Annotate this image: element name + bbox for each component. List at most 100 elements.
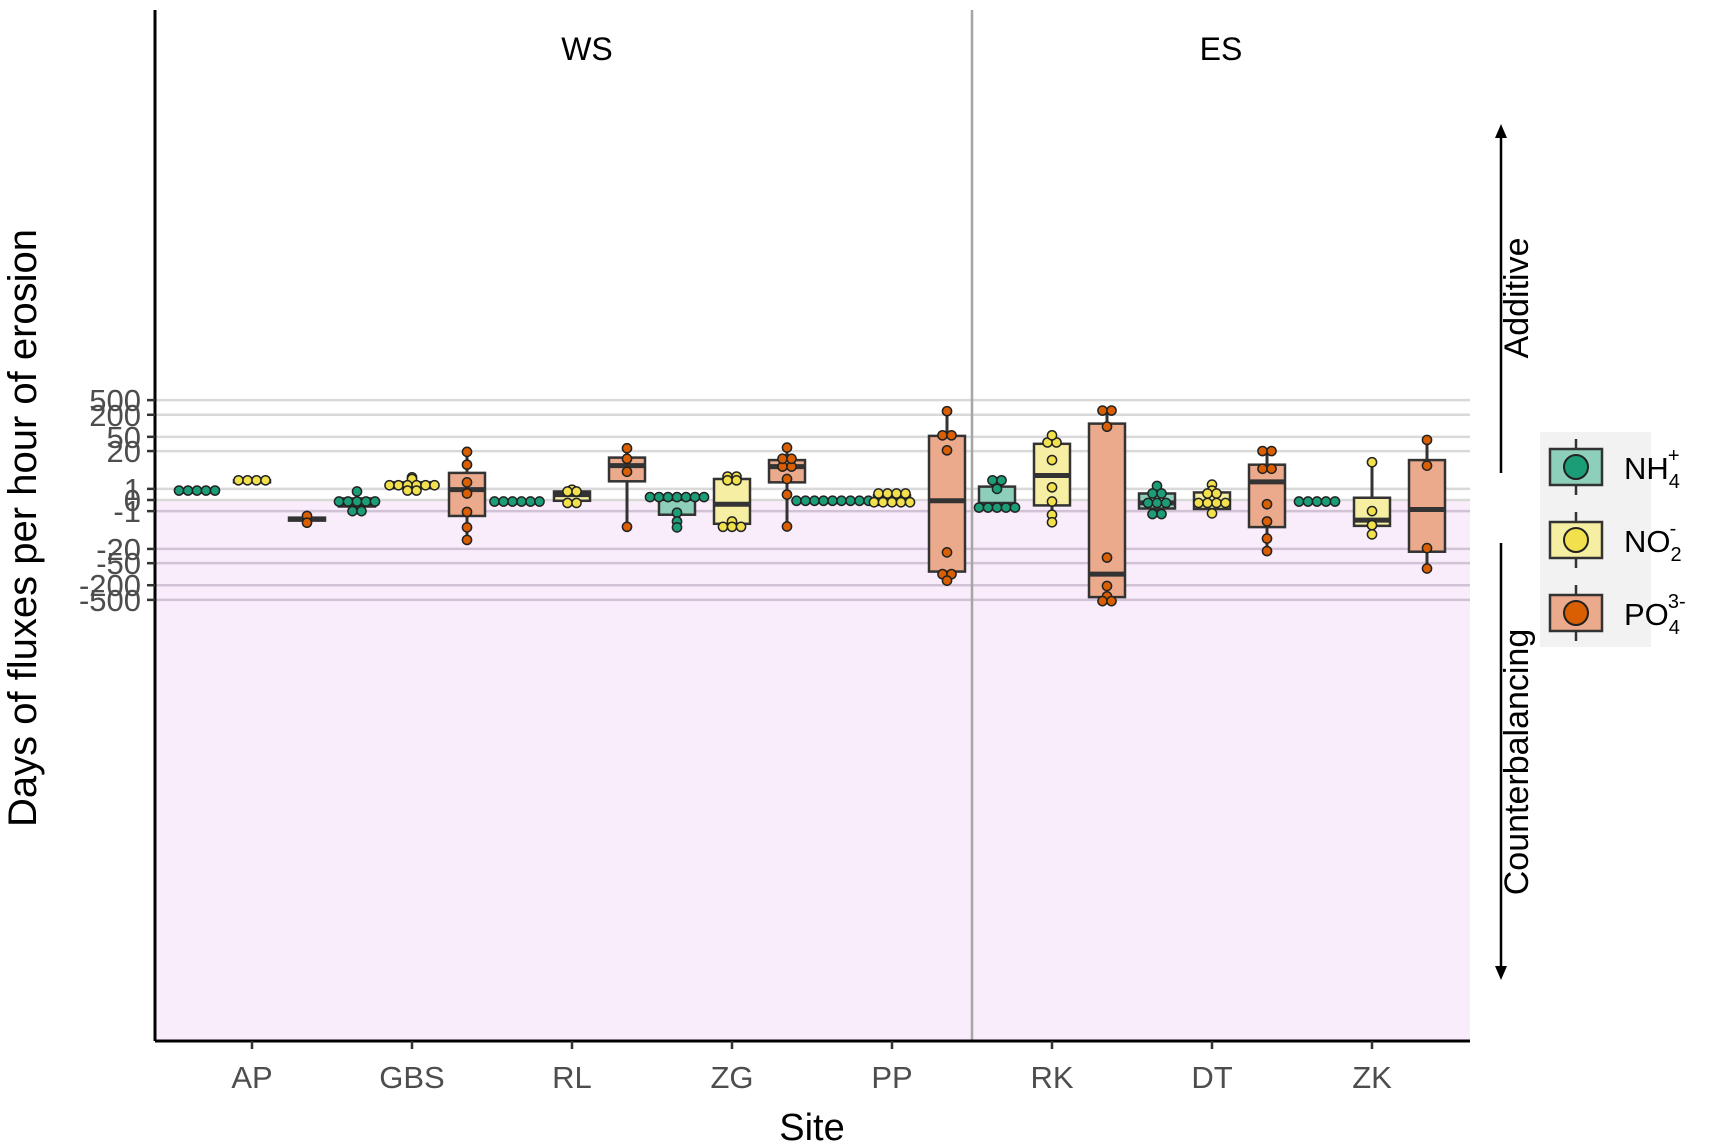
data-point [200,485,212,496]
data-point [1046,481,1058,493]
data-point [644,491,656,503]
data-point [1046,429,1058,441]
data-point [1366,456,1378,468]
y-tick-label: -50 [96,546,141,581]
legend-label-subscript: 2 [1671,544,1682,566]
data-point [1046,496,1058,507]
data-point [1257,463,1268,475]
data-point [1106,595,1117,607]
box-nh4-zg [644,491,710,533]
box-nh4-gbs [333,486,381,517]
y-tick-label: 20 [107,434,141,469]
data-point [1151,497,1163,509]
box-nh4-rl [489,496,545,507]
data-point [301,517,313,529]
data-point [781,489,793,500]
data-point [1147,508,1158,520]
data-point [877,496,889,508]
data-point [1106,405,1117,416]
box-nh4-rk [973,474,1021,513]
y-tick-label: 1 [124,472,141,507]
data-point [1142,497,1154,509]
data-point [1097,595,1108,607]
data-point [982,502,994,513]
data-point [402,485,413,496]
data-point [233,474,244,486]
data-point [461,476,473,488]
data-point [621,466,633,478]
data-point [1366,519,1378,531]
data-point [260,474,271,486]
data-point [356,505,367,517]
data-point [781,442,793,453]
data-point [987,474,998,486]
data-point [1147,488,1158,499]
data-point [882,488,893,499]
legend-label-superscript: 3- [1668,591,1686,613]
data-point [1202,488,1213,499]
additive-label: Additive [1498,238,1536,359]
data-point [781,521,793,532]
data-point [689,491,701,503]
data-point [562,486,573,497]
counterbalancing-shaded-region [155,500,1470,1041]
data-point [698,491,710,503]
data-point [973,502,985,513]
data-point [461,446,473,458]
data-point [333,496,345,507]
y-tick-label: -200 [79,568,141,603]
data-point [1193,497,1204,509]
data-point [461,522,473,533]
box-po4-ap [287,510,327,529]
box-no2-zk [1352,456,1392,540]
data-point [461,488,473,499]
legend-key-point [1563,527,1589,553]
data-point [621,521,633,533]
data-point [1266,445,1277,457]
data-point [1293,496,1305,507]
legend-item-po4: PO4 3- [1548,585,1686,641]
data-point [996,474,1007,486]
y-tick-label: 50 [107,420,141,455]
data-point [1211,497,1222,509]
y-tick-label: 200 [89,398,141,433]
data-point [1261,498,1273,510]
data-point [1101,552,1113,563]
legend-label: NH4 + [1624,445,1680,493]
box-no2-dt [1192,479,1232,519]
data-point [731,474,742,486]
data-point [671,491,683,503]
x-tick-label: ZG [710,1060,753,1095]
data-point [621,453,633,465]
data-point [498,496,509,507]
legend-label-base: NH [1624,451,1669,486]
data-point [621,442,633,454]
legend-label-subscript: 4 [1669,617,1680,639]
data-point [1261,516,1273,527]
counterbalancing-arrow-head [1495,966,1507,980]
data-point [411,485,422,496]
data-point [1366,529,1378,540]
x-tick-label: AP [231,1060,272,1095]
data-point [1156,488,1167,499]
data-point [1261,533,1273,544]
data-point [800,495,811,507]
data-point [946,429,957,441]
box-po4-rk [1087,405,1127,607]
data-point [900,488,911,499]
gridlines [155,398,1470,602]
legend-item-nh4: NH4 + [1548,439,1680,495]
data-point [1421,434,1433,446]
data-point [781,473,793,485]
box-iqr [1087,422,1127,599]
data-point [895,496,907,508]
data-point [845,495,856,507]
data-point [818,495,829,507]
data-point [173,485,185,496]
panel-label-ws: WS [561,31,613,67]
box-no2-zg [712,471,752,533]
data-point [941,575,953,586]
y-tick-label: 0 [124,483,141,518]
y-tick-label: -500 [79,583,141,618]
data-point [1421,460,1433,471]
